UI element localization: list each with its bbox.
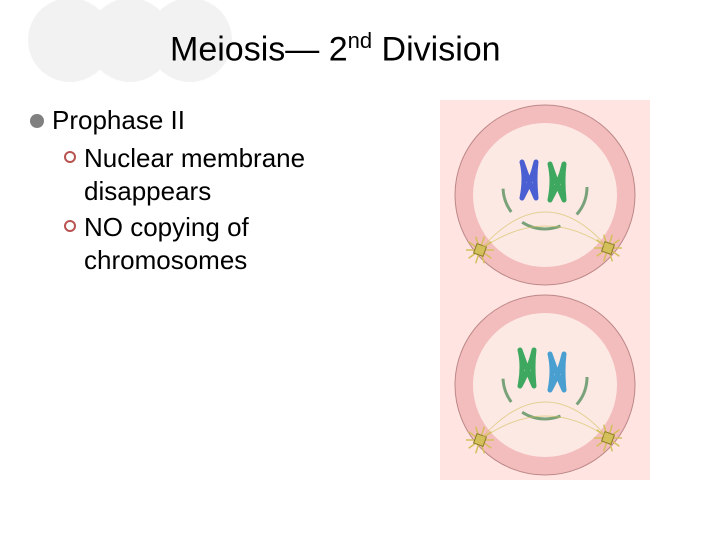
circle-bullet-icon [64, 151, 76, 163]
l1-label: Prophase II [52, 105, 185, 136]
bullet-list: Prophase II Nuclear membrane disappears … [30, 105, 410, 280]
title-sup: nd [348, 28, 372, 53]
circle-bullet-icon [64, 220, 76, 232]
slide-title: Meiosis— 2nd Division [170, 28, 501, 69]
title-suffix: Division [372, 30, 500, 68]
list-item: NO copying of chromosomes [64, 211, 410, 276]
l2-label: NO copying of chromosomes [84, 211, 410, 276]
title-prefix: Meiosis— 2 [170, 30, 348, 68]
disc-bullet-icon [30, 114, 44, 128]
prophase-diagram [440, 100, 650, 480]
list-item: Nuclear membrane disappears [64, 142, 410, 207]
list-item: Prophase II [30, 105, 410, 136]
l2-label: Nuclear membrane disappears [84, 142, 410, 207]
